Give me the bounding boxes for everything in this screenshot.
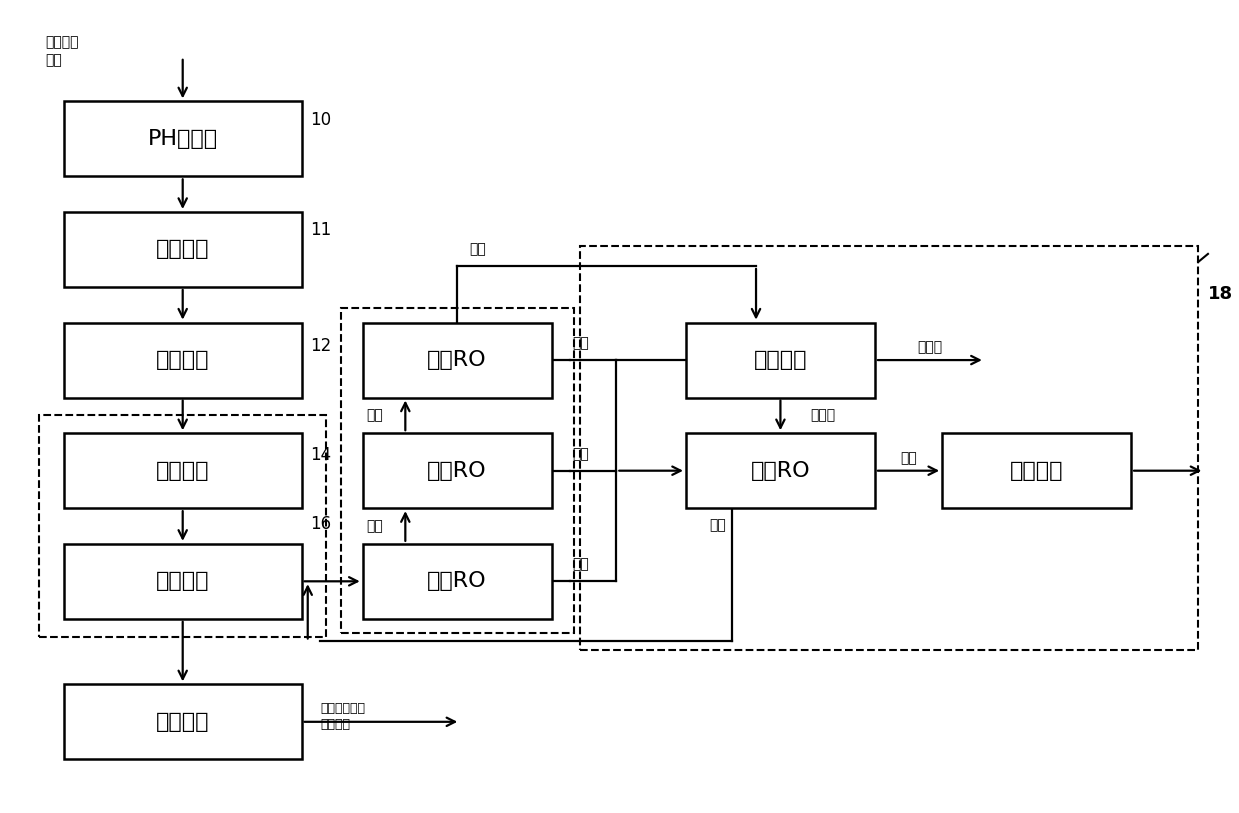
Text: 阳极氧化
废水: 阳极氧化 废水 [46, 35, 79, 67]
Text: 压滤处理: 压滤处理 [156, 712, 209, 732]
Bar [63, 544, 301, 619]
Text: 浓水: 浓水 [367, 519, 383, 533]
Bar [63, 212, 301, 287]
Text: 氧化处理: 氧化处理 [156, 240, 209, 259]
Text: 浓水: 浓水 [470, 242, 486, 256]
Text: 浓水: 浓水 [709, 518, 726, 532]
Text: 第一RO: 第一RO [427, 572, 487, 591]
Bar [40, 415, 326, 637]
Text: 11: 11 [310, 221, 331, 240]
Bar [363, 323, 551, 398]
Bar [63, 102, 301, 176]
Text: 沉淠处理: 沉淠处理 [156, 461, 209, 480]
Bar [63, 323, 301, 398]
Bar [942, 433, 1131, 508]
Text: 10: 10 [310, 111, 331, 128]
Text: PH値调节: PH値调节 [147, 128, 218, 149]
Text: 回用水池: 回用水池 [1010, 461, 1063, 480]
Bar [686, 433, 875, 508]
Bar [686, 323, 875, 398]
Text: 第二RO: 第二RO [427, 461, 487, 480]
Text: 结晶盐: 结晶盐 [917, 340, 943, 354]
Text: 还原处理: 还原处理 [156, 350, 209, 370]
Bar [580, 246, 1198, 650]
Bar [341, 308, 574, 633]
Bar [63, 685, 301, 759]
Text: 18: 18 [1208, 285, 1233, 303]
Text: 泥饼去资源化
处理车间: 泥饼去资源化 处理车间 [320, 702, 366, 732]
Bar [363, 544, 551, 619]
Text: 16: 16 [310, 515, 331, 533]
Text: 蒸发结晶: 蒸发结晶 [753, 350, 807, 370]
Text: 产水: 产水 [901, 450, 917, 465]
Text: 二级RO: 二级RO [751, 461, 810, 480]
Text: 浓水: 浓水 [367, 408, 383, 423]
Bar [63, 433, 301, 508]
Text: 产水: 产水 [572, 337, 590, 350]
Bar [363, 433, 551, 508]
Text: 产水: 产水 [572, 558, 590, 572]
Text: 产水: 产水 [572, 447, 590, 461]
Text: 14: 14 [310, 446, 331, 464]
Text: 第三RO: 第三RO [427, 350, 487, 370]
Text: 冷凝液: 冷凝液 [810, 408, 835, 423]
Text: 过滤处理: 过滤处理 [156, 572, 209, 591]
Text: 12: 12 [310, 337, 331, 355]
